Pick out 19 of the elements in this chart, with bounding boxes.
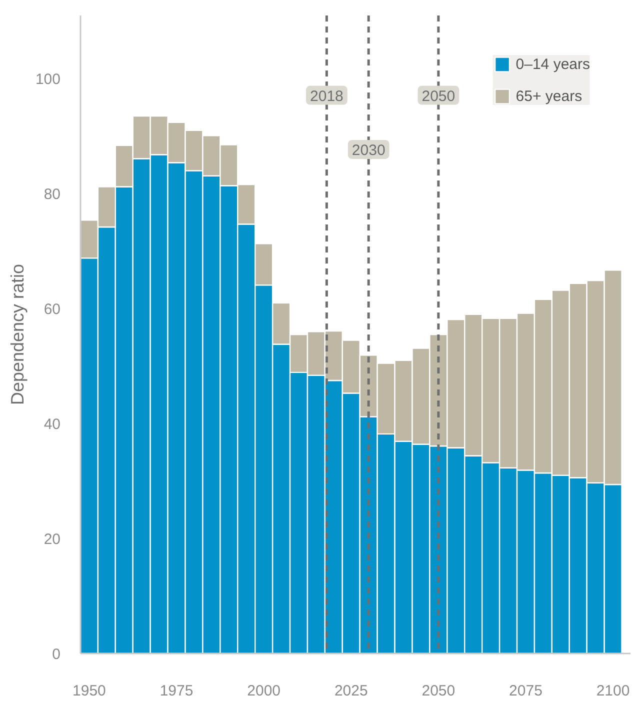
legend-label: 65+ years	[516, 88, 582, 104]
y-tick-label: 40	[44, 416, 61, 434]
x-tick-label: 2100	[596, 682, 630, 700]
y-axis-title: Dependency ratio	[7, 264, 28, 406]
legend-label: 0–14 years	[516, 56, 590, 72]
y-tick-label: 20	[44, 531, 61, 548]
ref-line-label: 2030	[352, 142, 386, 159]
x-tick-label: 1975	[160, 682, 194, 700]
ref-line-label: 2050	[422, 88, 456, 105]
x-tick-label: 2075	[509, 682, 542, 700]
y-tick-label: 100	[35, 71, 61, 88]
x-tick-label: 2050	[422, 682, 456, 700]
y-tick-label: 60	[44, 301, 61, 318]
x-tick-label: 2000	[247, 682, 281, 700]
y-tick-label: 0	[52, 646, 60, 663]
x-tick-label: 2025	[334, 682, 368, 700]
y-tick-label: 80	[44, 186, 61, 204]
ref-line-label: 2018	[310, 88, 344, 105]
x-tick-label: 1950	[72, 682, 106, 700]
